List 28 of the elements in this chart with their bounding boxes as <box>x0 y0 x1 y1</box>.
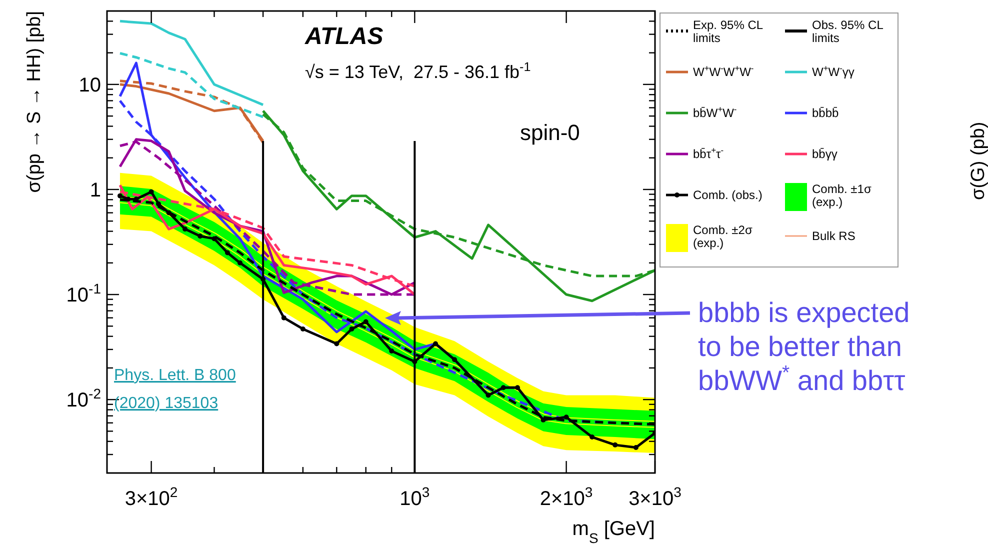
legend-label: bb̄W$^{+}$W$^{-}$ <box>693 104 737 120</box>
annotation: √s = 13 TeV, 27.5 - 36.1 fb$^{-1}$ <box>305 60 531 82</box>
legend-label: bb̄bb̄ <box>812 106 840 120</box>
annotation: ATLAS <box>304 23 384 50</box>
x-tick-label: 10$^{3}$ <box>400 484 430 510</box>
annotation: spin-0 <box>520 120 580 145</box>
legend-label: Bulk RS <box>812 229 856 243</box>
x-axis-title: m$_{S}$ [GeV] <box>572 518 655 544</box>
legend-label: Comb. ±2σ (exp.) <box>693 223 753 250</box>
legend-label: bb̄γγ <box>812 147 838 161</box>
annotation: Phys. Lett. B 800 (2020) 135103 <box>114 367 236 412</box>
x-tick-label: 2×10$^{3}$ <box>540 484 593 510</box>
legend-label: Comb. ±1σ (exp.) <box>812 182 872 209</box>
text: bbbb is expected to be better than bbWW$^{*}$ and bbττ <box>698 297 910 396</box>
text: Exp. 95% CL limits <box>693 18 764 45</box>
y-tick-label: 1 <box>90 179 101 202</box>
y-tick-label: 10$^{-2}$ <box>66 386 102 412</box>
legend-label: W$^{+}$W$^{-}$W$^{+}$W$^{-}$ <box>693 63 754 79</box>
text: σ(G) (pb) <box>968 122 988 200</box>
y-tick-label: 10$^{-1}$ <box>66 280 102 307</box>
x-tick-label: 3×10$^{3}$ <box>628 484 682 510</box>
legend-label: Comb. (obs.) <box>693 188 762 202</box>
text: Obs. 95% CL limits <box>812 18 884 45</box>
legend-label: bb̄τ$^{+}$τ$^{-}$ <box>693 145 724 161</box>
x-tick-label: 3×10$^{2}$ <box>124 484 178 510</box>
y-tick-label: 10 <box>78 74 101 96</box>
legend-label: W$^{+}$W$^{-}$γγ <box>812 63 854 79</box>
y-axis-title: σ(pp → S → HH) [pb] <box>24 11 45 193</box>
